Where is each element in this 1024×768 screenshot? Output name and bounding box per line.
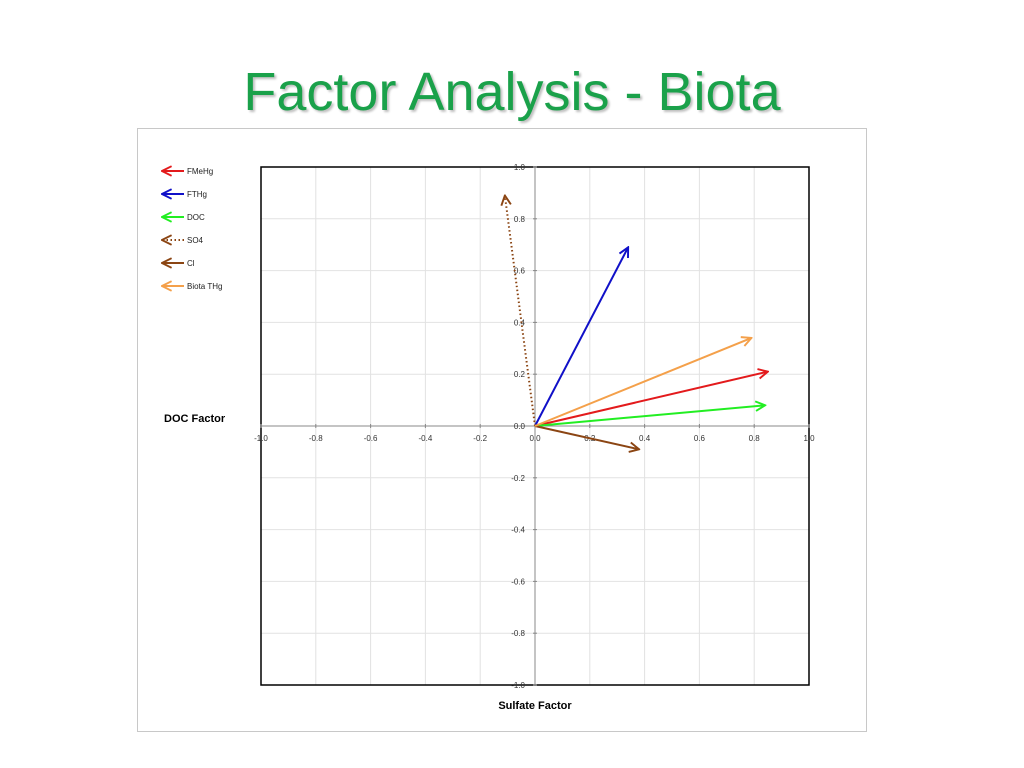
y-tick-label: -1.0 [511, 681, 525, 690]
y-tick-label: 0.6 [514, 267, 526, 276]
vector-fmehg [534, 372, 768, 427]
x-tick-label: -1.0 [254, 434, 268, 443]
x-tick-label: 0.0 [529, 434, 541, 443]
x-axis-title: Sulfate Factor [498, 700, 572, 712]
y-tick-label: -0.6 [511, 577, 525, 586]
slide-title: Factor Analysis - Biota [243, 62, 781, 122]
vector-so4 [505, 195, 536, 427]
legend: FMeHg FTHg DOC SO4 Cl Biota THg [162, 167, 222, 291]
x-tick-label: 0.8 [749, 434, 761, 443]
series-vectors [505, 195, 768, 449]
x-tick-label: 1.0 [803, 434, 815, 443]
y-tick-label: 0.2 [514, 370, 526, 379]
y-axis-title: DOC Factor [164, 413, 226, 425]
legend-label: SO4 [187, 236, 204, 245]
y-tick-label: -0.4 [511, 526, 525, 535]
y-tick-label: 0.4 [514, 318, 526, 327]
legend-label: FMeHg [187, 167, 213, 176]
legend-label: FTHg [187, 190, 207, 199]
x-tick-label: 0.4 [639, 434, 651, 443]
legend-label: DOC [187, 213, 205, 222]
x-tick-label: -0.6 [364, 434, 378, 443]
vector-fthg [534, 247, 628, 427]
factor-vector-chart: -1.0 -0.8 -0.6 -0.4 -0.2 0.0 0.2 0.4 0.6 0.8 1.0 1.… [138, 163, 815, 712]
y-tick-label: 0.8 [514, 215, 526, 224]
x-tick-label: -0.8 [309, 434, 323, 443]
y-tick-label: 0.0 [514, 422, 526, 431]
x-tick-label: 0.6 [694, 434, 706, 443]
legend-label: Biota THg [187, 282, 222, 291]
x-tick-label: -0.4 [419, 434, 433, 443]
y-tick-label: 1.0 [514, 163, 526, 172]
vector-doc [534, 405, 765, 427]
legend-label: Cl [187, 259, 195, 268]
vector-biota-thg [534, 338, 751, 427]
chart-frame: -1.0 -0.8 -0.6 -0.4 -0.2 0.0 0.2 0.4 0.6 0.8 1.0 1.… [137, 128, 867, 732]
x-tick-label: -0.2 [473, 434, 487, 443]
y-tick-label: -0.8 [511, 629, 525, 638]
vector-cl [534, 425, 639, 449]
y-tick-label: -0.2 [511, 474, 525, 483]
